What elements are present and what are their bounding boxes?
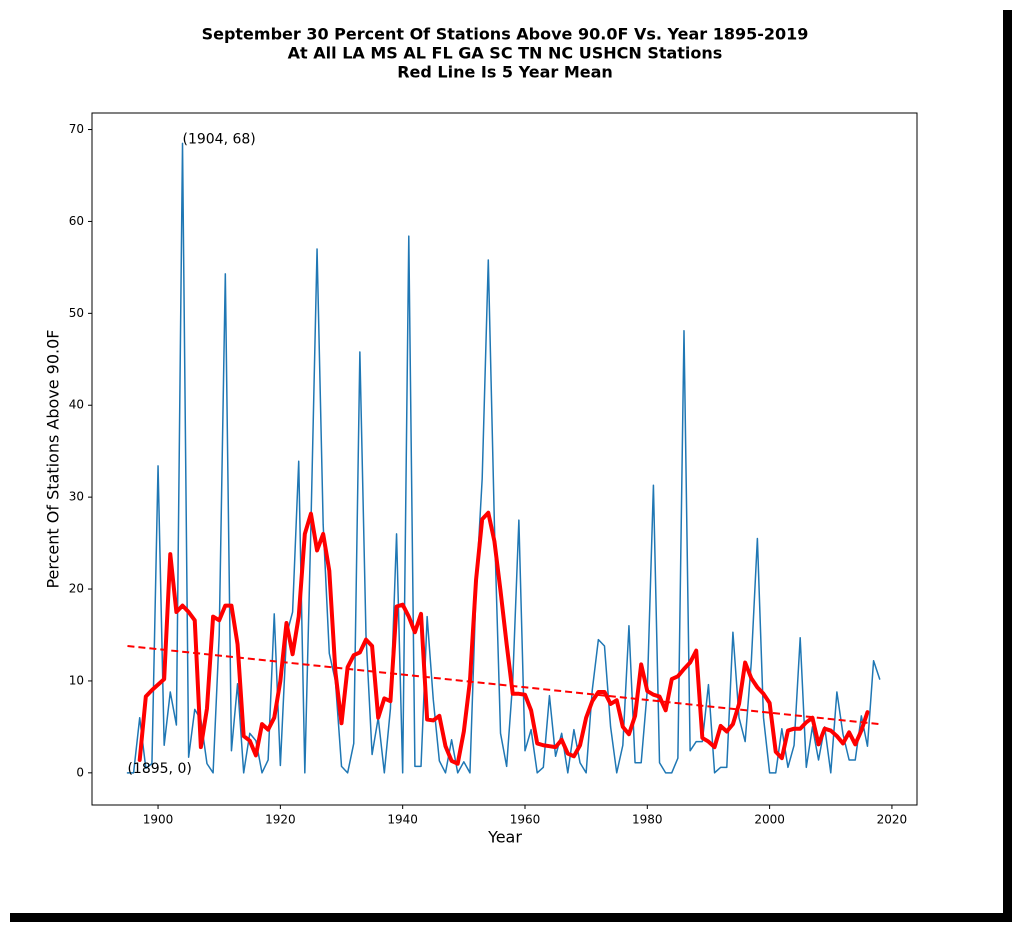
data-line <box>126 142 881 774</box>
y-tick-label: 70 <box>69 122 84 136</box>
y-tick-label: 0 <box>76 765 84 779</box>
data-line <box>137 510 870 766</box>
x-tick-label: 1960 <box>510 813 541 827</box>
y-tick-label: 60 <box>69 214 84 228</box>
x-tick-label: 1940 <box>387 813 418 827</box>
x-tick-label: 1980 <box>632 813 663 827</box>
y-tick-label: 50 <box>69 306 84 320</box>
y-tick-label: 30 <box>69 490 84 504</box>
x-axis-label: Year <box>487 828 522 847</box>
x-tick-label: 2020 <box>877 813 908 827</box>
x-tick-label: 2000 <box>754 813 785 827</box>
y-axis-label: Percent Of Stations Above 90.0F <box>44 329 63 588</box>
x-tick-label: 1920 <box>265 813 296 827</box>
y-tick-label: 40 <box>69 398 84 412</box>
x-tick-label: 1900 <box>143 813 174 827</box>
chart-title: September 30 Percent Of Stations Above 9… <box>202 25 809 44</box>
annotation: (1904, 68) <box>183 131 256 147</box>
annotation: (1895, 0) <box>127 761 191 777</box>
y-tick-label: 10 <box>69 673 84 687</box>
data-line <box>127 645 880 726</box>
frame <box>0 0 1003 913</box>
chart-title: At All LA MS AL FL GA SC TN NC USHCN Sta… <box>288 44 723 63</box>
chart-title: Red Line Is 5 Year Mean <box>397 63 613 82</box>
plot-frame <box>91 112 918 806</box>
y-tick-label: 20 <box>69 582 84 596</box>
